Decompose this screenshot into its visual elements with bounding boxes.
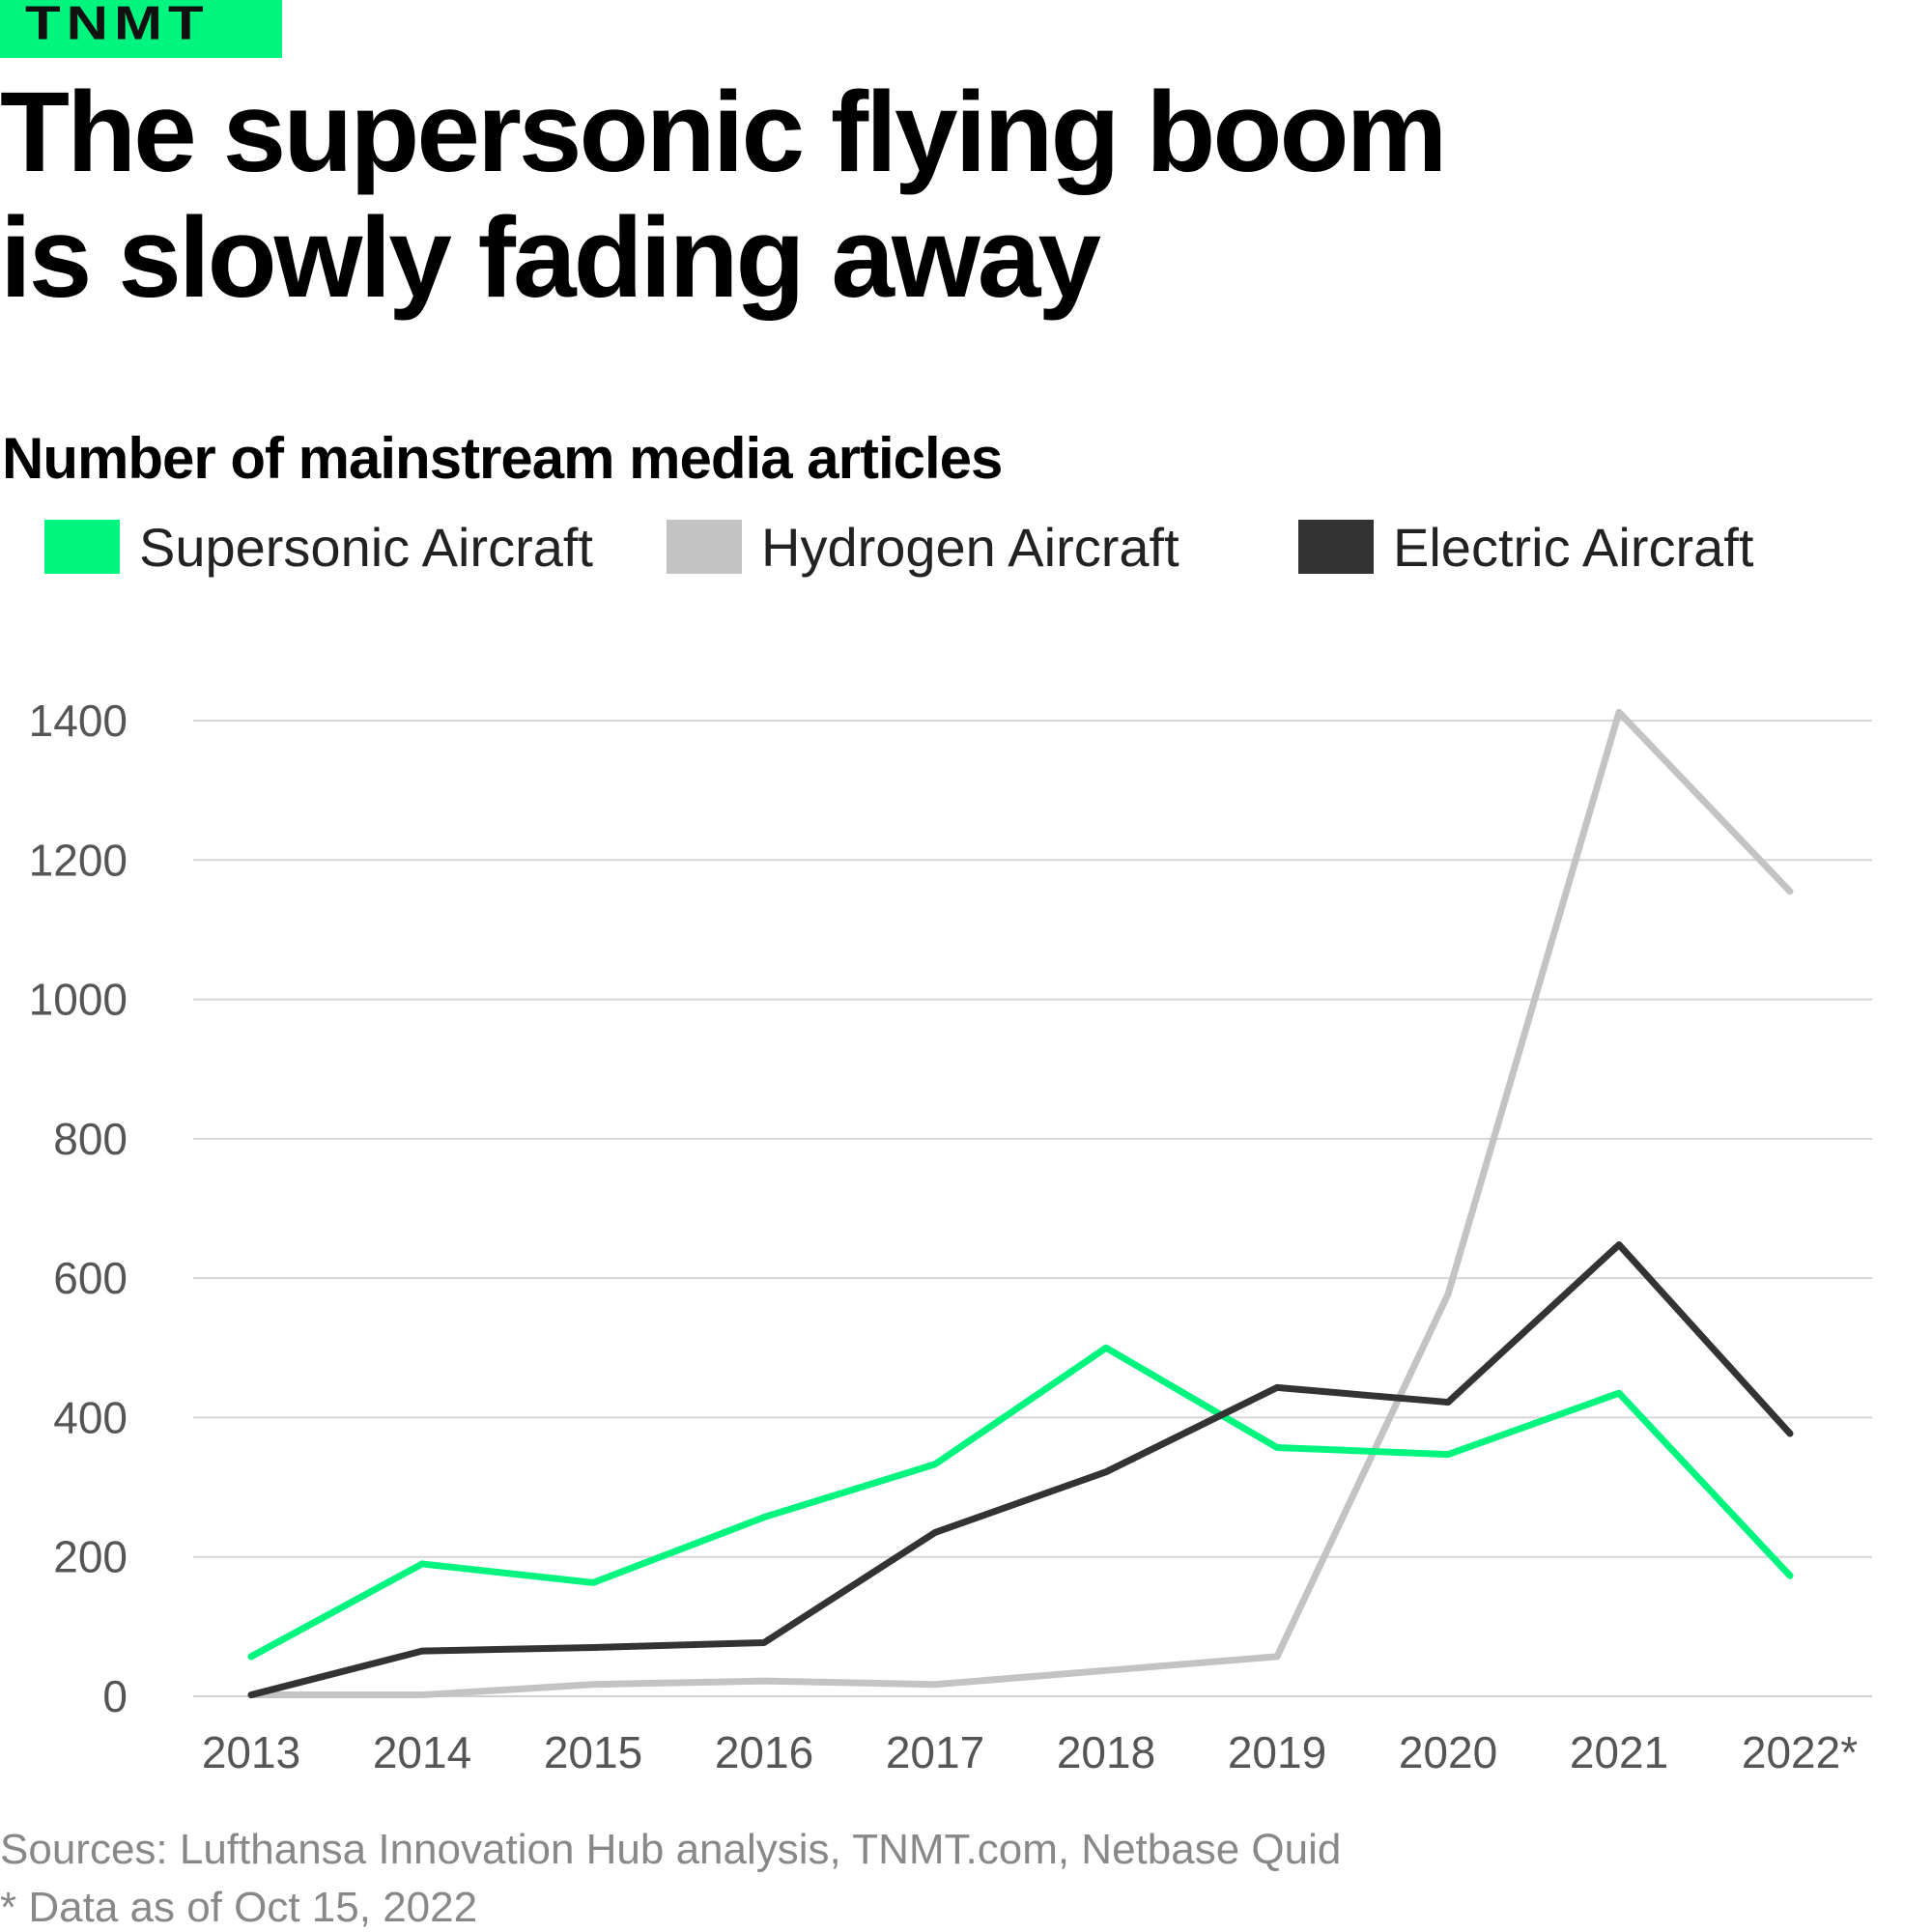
sources-note: Sources: Lufthansa Innovation Hub analys… [0, 1826, 1342, 1873]
legend-swatch-electric [1298, 520, 1374, 574]
legend-label-supersonic: Supersonic Aircraft [139, 516, 593, 578]
chart-title: Number of mainstream media articles [2, 426, 1003, 491]
legend-label-electric: Electric Aircraft [1393, 516, 1754, 578]
data-date-note: * Data as of Oct 15, 2022 [0, 1884, 478, 1931]
x-tick-label: 2017 [886, 1727, 984, 1777]
x-tick-label: 2018 [1057, 1727, 1155, 1777]
legend-swatch-supersonic [44, 520, 120, 574]
y-tick-label: 1000 [29, 975, 128, 1025]
brand-logo-text: TNMT [25, 0, 210, 50]
legend-item-electric: Electric Aircraft [1298, 516, 1754, 578]
y-tick-label: 1200 [29, 835, 128, 885]
x-tick-label: 2016 [715, 1727, 813, 1777]
x-tick-label: 2014 [373, 1727, 471, 1777]
y-tick-label: 600 [53, 1253, 128, 1303]
y-tick-label: 800 [53, 1114, 128, 1164]
y-tick-label: 400 [53, 1392, 128, 1442]
page-title: The supersonic flying boom is slowly fad… [0, 70, 1739, 321]
series-line-supersonic [247, 1344, 1794, 1661]
x-tick-label: 2021 [1570, 1727, 1668, 1777]
x-tick-label: 2022* [1742, 1727, 1858, 1777]
y-tick-label: 0 [102, 1671, 128, 1721]
y-tick-label: 200 [53, 1532, 128, 1582]
x-tick-label: 2019 [1228, 1727, 1326, 1777]
x-tick-label: 2020 [1399, 1727, 1497, 1777]
y-tick-label: 1400 [29, 696, 128, 746]
legend-item-supersonic: Supersonic Aircraft [44, 516, 593, 578]
legend-swatch-hydrogen [667, 520, 742, 574]
y-axis-tick-labels: 0 200 400 600 800 1000 1200 1400 [29, 696, 128, 1721]
legend-item-hydrogen: Hydrogen Aircraft [667, 516, 1179, 578]
series-line-electric [247, 1241, 1794, 1699]
series-lines [247, 708, 1794, 1699]
legend-label-hydrogen: Hydrogen Aircraft [761, 516, 1179, 578]
x-axis-tick-labels: 2013 2014 2015 2016 2017 2018 2019 2020 2021 2022… [202, 1727, 1858, 1777]
brand-badge: TNMT [0, 0, 282, 58]
title-line-1: The supersonic flying boom [0, 69, 1447, 196]
x-tick-label: 2015 [544, 1727, 642, 1777]
grid-lines [193, 720, 1872, 1697]
x-tick-label: 2013 [202, 1727, 300, 1777]
series-line-hydrogen [247, 708, 1794, 1699]
title-line-2: is slowly fading away [0, 194, 1101, 322]
